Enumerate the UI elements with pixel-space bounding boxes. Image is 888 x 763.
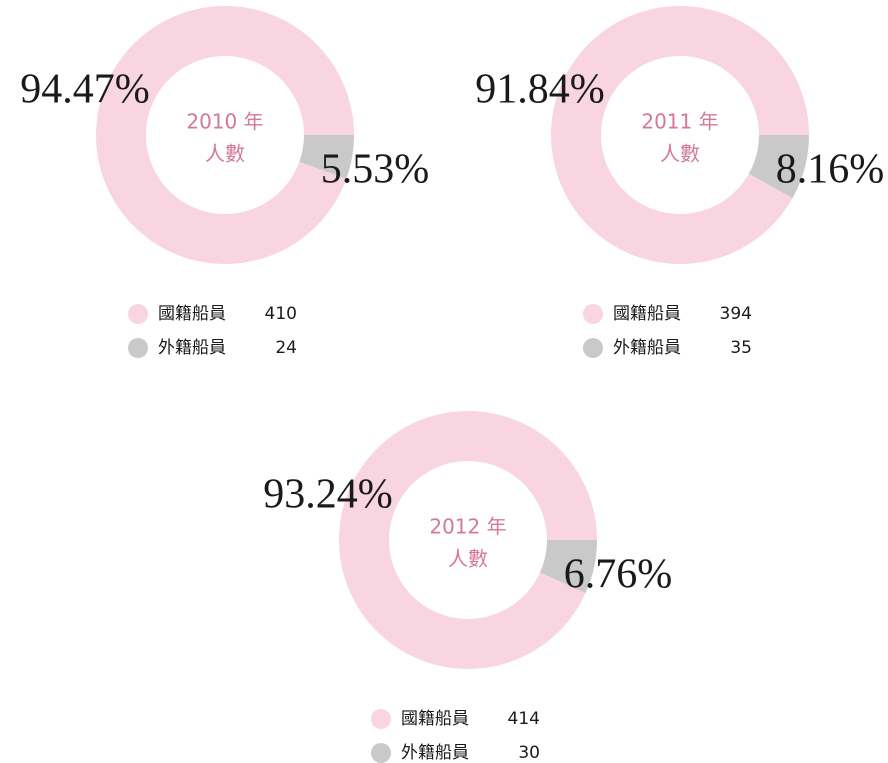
donut-slice — [551, 5, 809, 264]
legend-label: 外籍船員 — [158, 338, 226, 358]
center-subtitle: 人數 — [205, 142, 245, 166]
legend-swatch — [371, 743, 391, 763]
percent-label: 93.24% — [263, 472, 393, 518]
legend-label: 國籍船員 — [401, 709, 469, 729]
legend-label: 外籍船員 — [401, 743, 469, 763]
percent-label: 6.76% — [564, 552, 673, 598]
legend-swatch — [128, 304, 148, 324]
legend-swatch — [583, 338, 603, 358]
donut-slice — [338, 410, 597, 670]
center-subtitle: 人數 — [660, 142, 700, 166]
center-subtitle: 人數 — [448, 547, 488, 571]
legend-label: 外籍船員 — [613, 338, 681, 358]
legend-swatch — [583, 304, 603, 324]
legend-count: 414 — [508, 709, 540, 729]
center-title: 2011 年 — [641, 110, 718, 134]
legend-count: 394 — [720, 304, 752, 324]
percent-label: 8.16% — [776, 147, 885, 193]
legend-count: 30 — [518, 743, 540, 763]
legend-count: 410 — [265, 304, 297, 324]
legend-count: 24 — [275, 338, 297, 358]
donut-slice — [748, 135, 809, 199]
donut-slice — [539, 540, 597, 594]
donut-slice — [299, 135, 354, 179]
legend-swatch — [371, 709, 391, 729]
center-title: 2012 年 — [429, 515, 506, 539]
percent-label: 94.47% — [20, 67, 150, 113]
percent-label: 5.53% — [321, 147, 430, 193]
donut-slice — [95, 6, 355, 265]
legend-label: 國籍船員 — [613, 304, 681, 324]
percent-label: 91.84% — [475, 67, 605, 113]
legend-count: 35 — [730, 338, 752, 358]
legend-swatch — [128, 338, 148, 358]
legend-label: 國籍船員 — [158, 304, 226, 324]
center-title: 2010 年 — [186, 110, 263, 134]
